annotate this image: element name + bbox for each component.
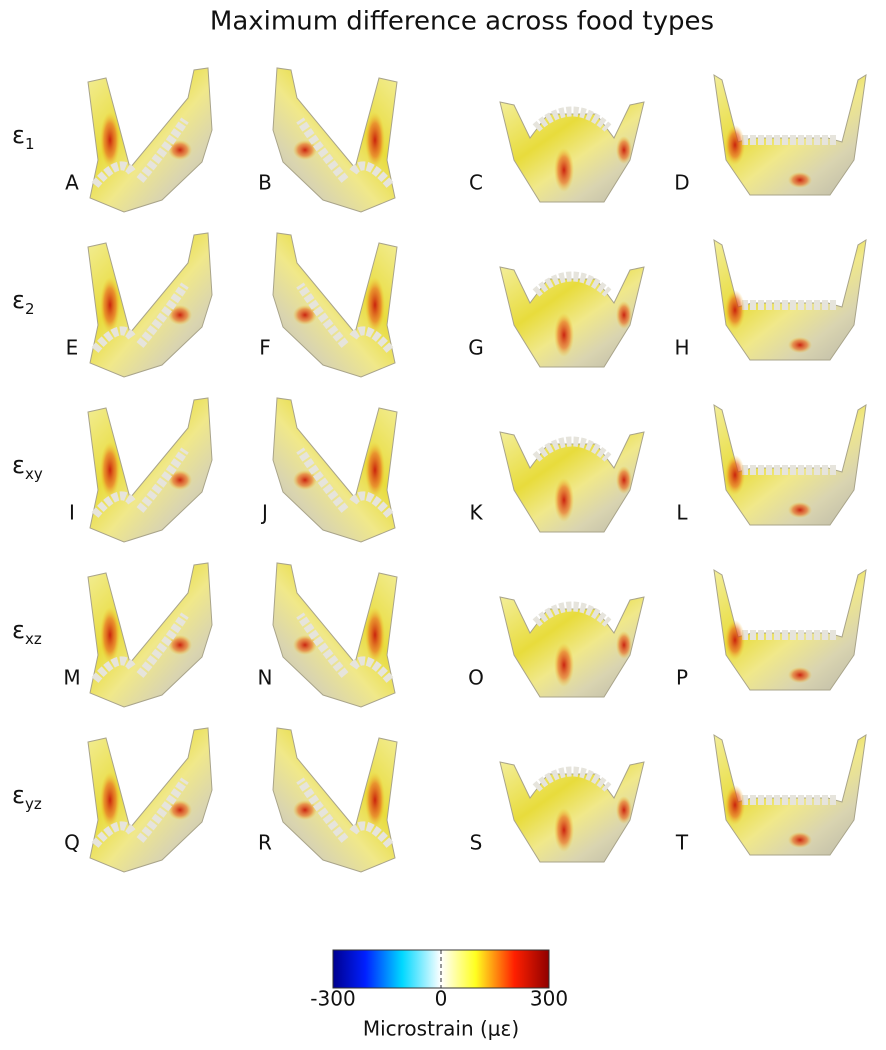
panel-letter: O: [468, 666, 484, 690]
jaw-render: [273, 398, 397, 542]
jaw-render: [500, 432, 644, 532]
jaw-render: [273, 68, 397, 212]
figure-title: Maximum difference across food types: [210, 7, 714, 37]
jaw-render: [714, 405, 866, 525]
panel-letter: K: [469, 501, 483, 525]
panel-letter: F: [259, 336, 271, 360]
jaw-render: [500, 267, 644, 367]
row-label: εxy: [12, 451, 43, 483]
panel-letter: H: [674, 336, 689, 360]
panel-letter: L: [676, 501, 688, 525]
panel-letter: E: [66, 336, 79, 360]
panel-letter: M: [63, 666, 80, 690]
strain-subscript: 2: [25, 300, 35, 318]
panel-letter: R: [258, 831, 272, 855]
row-label: ε1: [12, 121, 35, 153]
colorbar-tick-label: 300: [530, 987, 568, 1011]
jaw-render: [714, 570, 866, 690]
row-label: ε2: [12, 286, 35, 318]
jaw-render: [273, 563, 397, 707]
strain-symbol: ε: [12, 121, 25, 149]
panel-letter: Q: [64, 831, 80, 855]
jaw-render: [714, 75, 866, 195]
jaw-render: [273, 233, 397, 377]
colorbar: -300 0 300 Microstrain (με): [310, 949, 568, 1041]
panel-letter: A: [65, 171, 79, 195]
strain-symbol: ε: [12, 616, 25, 644]
colorbar-gradient: [332, 949, 550, 989]
colorbar-label: Microstrain (με): [363, 1017, 519, 1041]
panel-letter: S: [470, 831, 483, 855]
jaw-render: [500, 597, 644, 697]
strain-subscript: xz: [25, 630, 42, 648]
jaw-render: [88, 398, 212, 542]
strain-subscript: 1: [25, 135, 35, 153]
panel-letter: D: [674, 171, 689, 195]
jaw-render: [88, 233, 212, 377]
strain-subscript: yz: [25, 795, 42, 813]
jaw-render: [273, 728, 397, 872]
panel-letter: J: [260, 501, 268, 525]
row-label: εxz: [12, 616, 42, 648]
strain-symbol: ε: [12, 781, 25, 809]
panel-letter: P: [676, 666, 688, 690]
colorbar-tick-label: -300: [310, 987, 355, 1011]
colorbar-tick-label: 0: [435, 987, 448, 1011]
strain-symbol: ε: [12, 451, 25, 479]
panel-letter: C: [469, 171, 483, 195]
jaw-render: [88, 728, 212, 872]
jaw-render: [500, 102, 644, 202]
jaw-render: [500, 762, 644, 862]
jaw-render: [714, 735, 866, 855]
panel-letter: B: [258, 171, 272, 195]
row-label: εyz: [12, 781, 42, 813]
panel-letter: T: [675, 831, 689, 855]
panel-letter: N: [258, 666, 273, 690]
strain-subscript: xy: [25, 465, 43, 483]
panel-letter: G: [468, 336, 484, 360]
strain-symbol: ε: [12, 286, 25, 314]
jaw-render: [88, 68, 212, 212]
jaw-render: [88, 563, 212, 707]
jaw-render: [714, 240, 866, 360]
panel-letter: I: [69, 501, 75, 525]
